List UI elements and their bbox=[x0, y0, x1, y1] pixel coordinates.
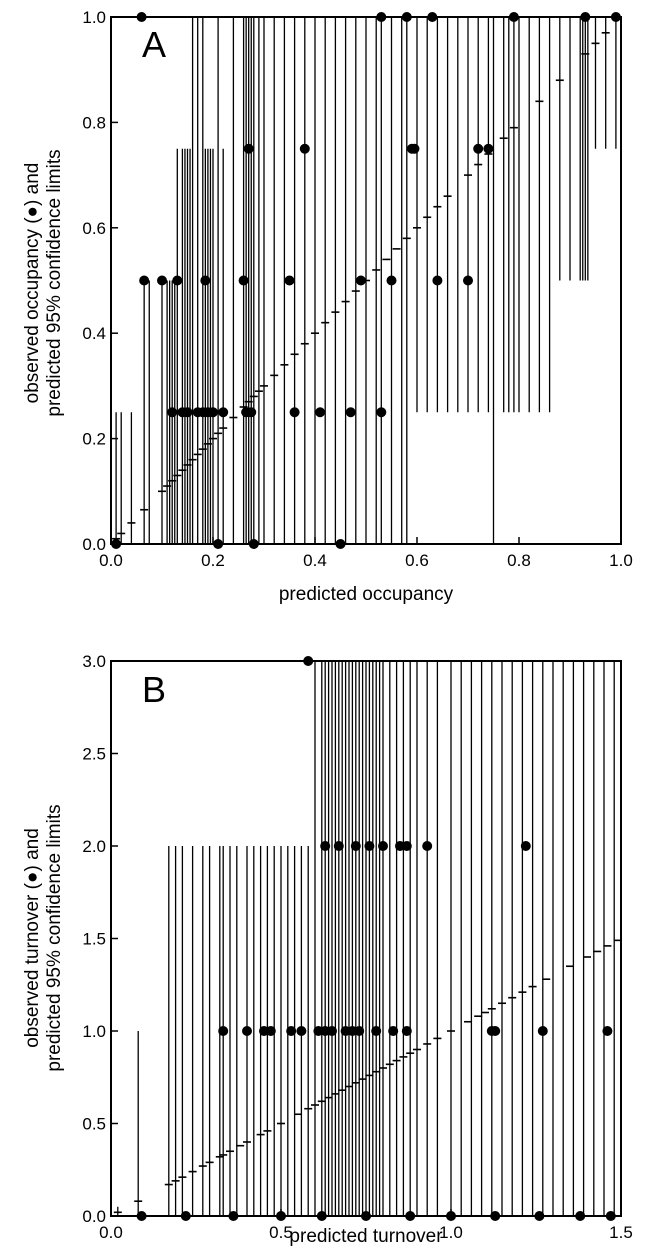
observed-point-25 bbox=[355, 275, 366, 286]
observed-point-19 bbox=[378, 841, 388, 851]
observed-point-26 bbox=[537, 1026, 548, 1036]
y-tick-label-0: 0.0 bbox=[82, 1207, 106, 1226]
observed-point-13 bbox=[218, 407, 229, 418]
observed-point-22 bbox=[422, 841, 433, 851]
panel-b-ticks: 0.0 0.5 1.0 1.5 0.0 0.5 1.0 1.5 2.0 2.5 3.0 bbox=[82, 652, 632, 1242]
observed-point-3 bbox=[265, 1026, 276, 1036]
panel-a-x-axis-title: predicted occupancy bbox=[279, 584, 454, 605]
observed-point-11 bbox=[208, 407, 218, 418]
observed-point-1 bbox=[139, 275, 150, 286]
observed-point-8 bbox=[327, 1026, 337, 1036]
x-tick-label-4: 0.8 bbox=[507, 551, 531, 570]
panel-b-x-axis-title: predicted turnover bbox=[289, 1226, 443, 1247]
observed-point-27 bbox=[602, 1026, 613, 1036]
panel-b: 0.0 0.5 1.0 1.5 0.0 0.5 1.0 1.5 2.0 2.5 3.0 B pred… bbox=[22, 652, 633, 1247]
observed-point-9 bbox=[200, 275, 211, 286]
observed-point-25 bbox=[490, 1026, 501, 1036]
y-tick-label-5: 2.5 bbox=[82, 745, 106, 764]
observed-point-5 bbox=[296, 1026, 307, 1036]
x-tick-label-3: 0.6 bbox=[405, 551, 429, 570]
panel-a-letter: A bbox=[142, 24, 166, 65]
x-tick-label-5: 1.0 bbox=[609, 551, 633, 570]
y-tick-label-0: 0.0 bbox=[82, 535, 106, 554]
panel-b-y-axis-title-line2: predicted 95% confidence limits bbox=[44, 804, 65, 1071]
panel-a-plot-frame bbox=[110, 16, 622, 545]
y-tick-label-6: 3.0 bbox=[82, 652, 106, 671]
x-tick-label-1: 0.5 bbox=[269, 1223, 293, 1242]
panel-b-y-axis-title-line1: observed turnover (●) and bbox=[22, 828, 43, 1048]
observed-point-2 bbox=[157, 275, 167, 286]
observed-point-21 bbox=[401, 841, 412, 851]
y-tick-label-4: 0.8 bbox=[82, 113, 106, 132]
observed-point-19 bbox=[284, 275, 295, 286]
panel-a-marks bbox=[111, 12, 621, 549]
observed-point-15 bbox=[320, 841, 331, 851]
observed-point-20 bbox=[289, 407, 300, 418]
panel-a-y-axis-title-line1: observed occupancy (●) and bbox=[22, 163, 43, 404]
x-tick-label-0: 0.0 bbox=[99, 1223, 123, 1242]
observed-point-17 bbox=[350, 841, 361, 851]
observed-point-14 bbox=[401, 1026, 412, 1036]
observed-point-12 bbox=[371, 1026, 382, 1036]
observed-point-3 bbox=[167, 407, 178, 418]
observed-point-22 bbox=[315, 407, 326, 418]
observed-point-14 bbox=[238, 275, 249, 286]
observed-point-1 bbox=[242, 1026, 252, 1036]
observed-point-16 bbox=[243, 143, 254, 154]
observed-point-4 bbox=[286, 1026, 297, 1036]
y-tick-label-3: 1.5 bbox=[82, 930, 106, 949]
y-tick-label-2: 1.0 bbox=[82, 1022, 106, 1041]
y-tick-label-3: 0.6 bbox=[82, 219, 106, 238]
observed-point-18 bbox=[364, 841, 375, 851]
x-tick-label-3: 1.5 bbox=[609, 1223, 633, 1242]
observed-point-26 bbox=[376, 407, 387, 418]
y-tick-label-1: 0.5 bbox=[82, 1115, 106, 1134]
observed-point-16 bbox=[333, 841, 344, 851]
y-tick-label-4: 2.0 bbox=[82, 837, 106, 856]
x-tick-label-2: 0.4 bbox=[303, 551, 327, 570]
observed-point-11 bbox=[354, 1026, 365, 1036]
observed-point-23 bbox=[520, 841, 531, 851]
panel-b-marks bbox=[113, 656, 622, 1221]
observed-point-4 bbox=[172, 275, 183, 286]
observed-point-30 bbox=[432, 275, 443, 286]
panel-a: 0.0 0.2 0.4 0.6 0.8 1.0 0.0 0.2 0.4 0.6 0.8 1.0 A p… bbox=[22, 8, 633, 605]
observed-point-6 bbox=[182, 407, 193, 418]
panel-b-letter: B bbox=[142, 669, 166, 710]
x-tick-label-2: 1.0 bbox=[439, 1223, 463, 1242]
observed-point-0 bbox=[218, 1026, 229, 1036]
observed-point-17 bbox=[246, 407, 257, 418]
y-tick-label-5: 1.0 bbox=[82, 8, 106, 27]
panel-a-y-axis-title-line2: predicted 95% confidence limits bbox=[44, 149, 65, 416]
panel-a-ticks: 0.0 0.2 0.4 0.6 0.8 1.0 0.0 0.2 0.4 0.6 0.8 1.0 bbox=[82, 8, 632, 570]
x-tick-label-1: 0.2 bbox=[201, 551, 225, 570]
observed-point-32 bbox=[473, 143, 484, 154]
observed-point-24 bbox=[345, 407, 356, 418]
y-tick-label-2: 0.4 bbox=[82, 324, 106, 343]
observed-point-13 bbox=[388, 1026, 399, 1036]
observed-point-31 bbox=[463, 275, 473, 286]
observed-point-21 bbox=[299, 143, 310, 154]
y-tick-label-1: 0.2 bbox=[82, 430, 106, 449]
observed-point-33 bbox=[483, 143, 494, 154]
observed-point-29 bbox=[409, 143, 420, 154]
observed-point-27 bbox=[386, 275, 397, 286]
x-tick-label-0: 0.0 bbox=[99, 551, 123, 570]
